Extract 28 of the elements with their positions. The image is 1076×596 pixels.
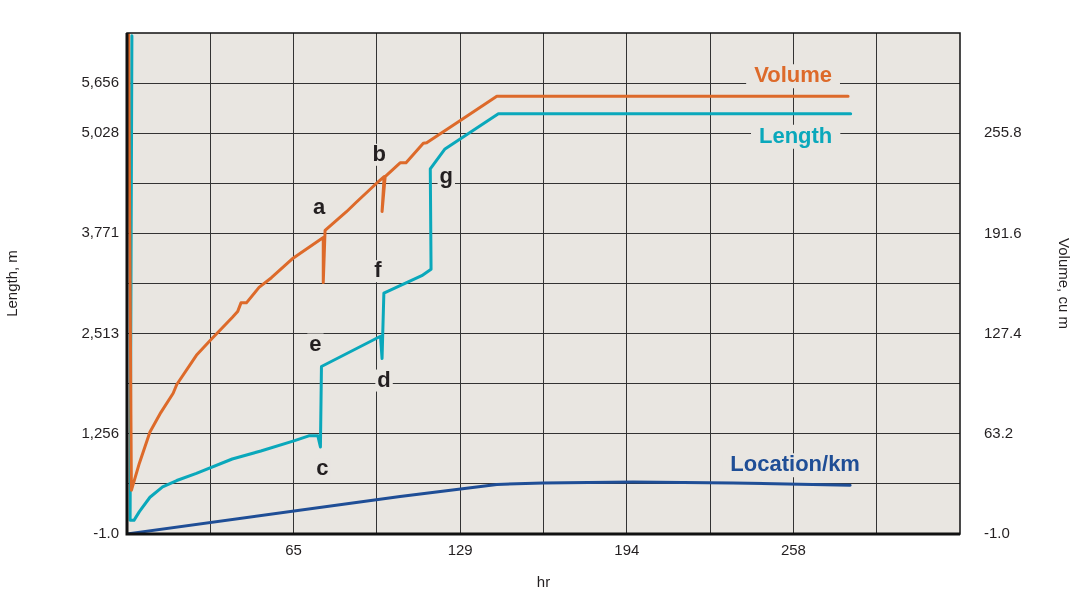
annotation: d (377, 366, 391, 392)
y2-tick-label: 63.2 (984, 423, 1014, 441)
y-axis-title: Length, m (3, 250, 21, 317)
y-tick-label: 2,513 (81, 323, 119, 341)
y2-tick-label: 255.8 (984, 123, 1022, 141)
y-tick-label: 1,256 (81, 423, 119, 441)
x-tick-label: 258 (780, 541, 806, 559)
x-axis-title: hr (536, 573, 551, 591)
annotation: f (374, 257, 383, 283)
y2-tick-label: 191.6 (984, 223, 1022, 241)
y-tick-label: -1.0 (93, 524, 119, 542)
annotation: b (372, 140, 386, 166)
y-tick-label: 5,656 (81, 73, 119, 91)
y2-axis-title: Volume, cu m (1055, 238, 1073, 329)
series-label: Length (758, 122, 833, 148)
y2-tick-label: -1.0 (984, 524, 1010, 542)
x-tick-label: 65 (285, 541, 302, 559)
x-tick-label: 129 (447, 541, 473, 559)
annotation: c (316, 455, 329, 481)
annotation: a (312, 194, 326, 220)
y-tick-label: 3,771 (81, 223, 119, 241)
series-label: Volume (754, 62, 832, 88)
annotation: g (439, 162, 454, 188)
x-tick-label: 194 (614, 541, 640, 559)
y-tick-label: 5,028 (81, 123, 119, 141)
series-label: Location/km (730, 451, 860, 477)
y2-tick-label: 127.4 (984, 323, 1022, 341)
annotation: e (309, 330, 322, 356)
